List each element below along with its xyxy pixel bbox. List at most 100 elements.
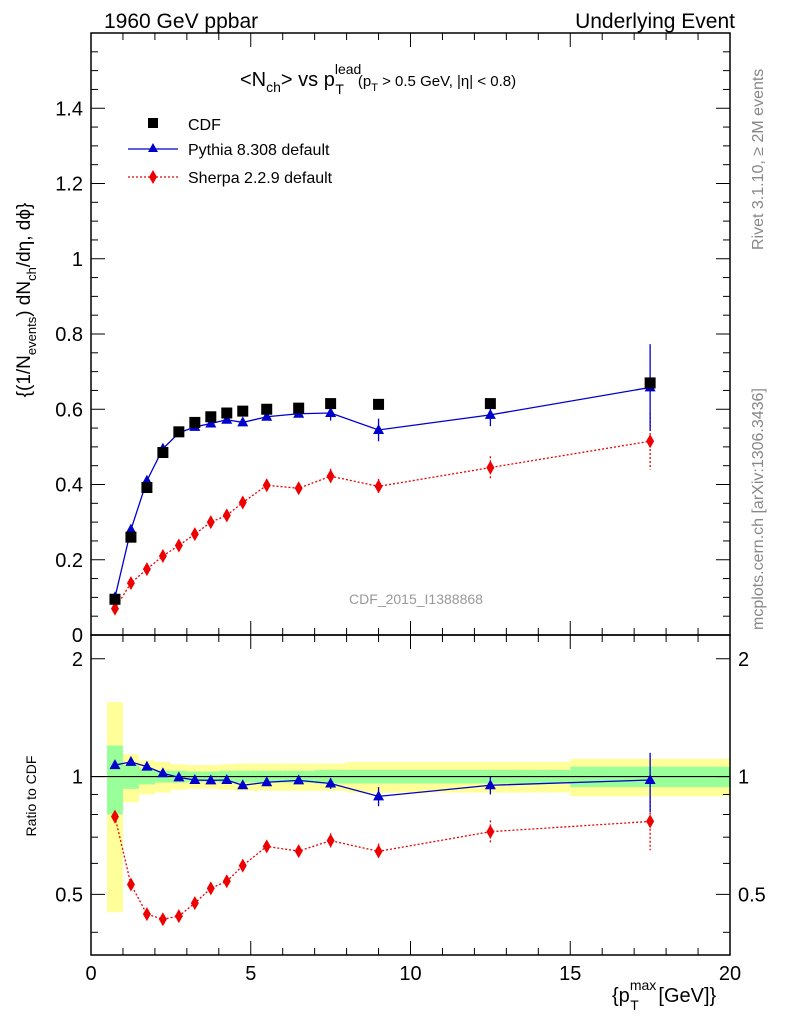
y-tick-label-bottom-right: 1 bbox=[738, 767, 749, 789]
x-tick-label: 15 bbox=[559, 963, 581, 985]
title-cut-open: (p bbox=[358, 73, 371, 90]
y-tick-label-bottom: 2 bbox=[72, 649, 83, 671]
sherpa-marker bbox=[142, 562, 151, 577]
x-tick-label: 10 bbox=[399, 963, 421, 985]
pythia-ratio-marker bbox=[293, 774, 305, 785]
sherpa-ratio-marker bbox=[486, 824, 495, 839]
pythia-ratio-marker bbox=[205, 774, 217, 785]
sherpa-marker bbox=[174, 538, 183, 553]
cdf-marker bbox=[109, 593, 121, 605]
axis-tick-labels: 0 5 10 15 20 0 0.2 0.4 0.6 0.8 1 1.2 1.4 0.5 0.5 1 1 2 2 bbox=[55, 98, 766, 985]
header-right: Underlying Event bbox=[575, 10, 735, 33]
sherpa-ratio-marker bbox=[262, 839, 271, 854]
sherpa-line bbox=[114, 440, 651, 610]
cdf-marker bbox=[125, 531, 137, 543]
sherpa-marker bbox=[222, 508, 231, 523]
pythia-marker bbox=[325, 407, 337, 418]
title-sub-t: T bbox=[335, 81, 344, 97]
pythia-marker bbox=[237, 416, 249, 427]
sherpa-marker bbox=[326, 469, 335, 484]
sherpa-ratio-marker bbox=[646, 814, 655, 829]
legend: CDF Pythia 8.308 default Sherpa 2.2.9 de… bbox=[128, 117, 333, 187]
sherpa-ratio-marker bbox=[174, 909, 183, 924]
x-tick-label: 0 bbox=[85, 963, 96, 985]
legend-cdf-marker bbox=[148, 118, 158, 128]
y-axis-label-bottom: Ratio to CDF bbox=[23, 756, 39, 837]
title-main: <N bbox=[240, 69, 266, 91]
ratio-band-inner bbox=[106, 745, 123, 815]
analysis-watermark: CDF_2015_I1388868 bbox=[349, 591, 483, 607]
cdf-marker bbox=[141, 482, 153, 494]
sherpa-marker bbox=[206, 515, 215, 530]
pythia-ratio-marker bbox=[261, 776, 273, 787]
sherpa-ratio-marker bbox=[374, 844, 383, 859]
pythia-ratio-marker bbox=[189, 773, 201, 784]
y-tick-label-top: 0 bbox=[72, 625, 83, 647]
ylabel-s2: ch bbox=[24, 267, 39, 281]
pythia-ratio-marker bbox=[644, 773, 656, 784]
y-tick-label-top: 1.4 bbox=[55, 98, 83, 120]
sherpa-marker bbox=[126, 576, 135, 591]
sherpa-marker bbox=[238, 495, 247, 510]
sherpa-ratio-marker bbox=[206, 881, 215, 896]
legend-sherpa-marker bbox=[149, 170, 157, 184]
cdf-marker bbox=[221, 407, 233, 419]
title-cut-sub: T bbox=[371, 82, 378, 94]
pythia-ratio-marker bbox=[109, 759, 121, 770]
sherpa-marker bbox=[262, 478, 271, 493]
pythia-ratio-marker bbox=[325, 777, 337, 788]
pythia-marker bbox=[484, 408, 496, 419]
y-tick-label-top: 0.2 bbox=[55, 550, 83, 572]
y-tick-label-top: 1 bbox=[72, 249, 83, 271]
pythia-ratio-marker bbox=[221, 773, 233, 784]
sherpa-ratio-marker bbox=[222, 874, 231, 889]
ratio-bands bbox=[91, 702, 730, 913]
sherpa-ratio-marker bbox=[110, 809, 119, 824]
cdf-marker bbox=[484, 398, 496, 410]
sherpa-marker bbox=[190, 527, 199, 542]
pythia-ratio-marker bbox=[157, 767, 169, 778]
ylabel-p2: ) dN bbox=[14, 281, 35, 317]
rivet-label: Rivet 3.1.10, ≥ 2M events bbox=[750, 69, 767, 250]
title-sup-lead: lead bbox=[335, 61, 361, 77]
pythia-ratio-marker bbox=[237, 779, 249, 790]
legend-cdf-label: CDF bbox=[188, 117, 221, 134]
pythia-marker bbox=[205, 417, 217, 428]
ylabel-p1: {(1/N bbox=[14, 355, 35, 397]
cdf-marker bbox=[173, 426, 185, 438]
ylabel-s1: events bbox=[24, 316, 39, 355]
pythia-marker bbox=[221, 413, 233, 424]
x-tick-label: 5 bbox=[245, 963, 256, 985]
sherpa-ratio-marker bbox=[126, 877, 135, 892]
cdf-marker bbox=[189, 416, 201, 428]
pythia-ratio-marker bbox=[141, 760, 153, 771]
axis-ticks bbox=[90, 32, 731, 955]
sherpa-ratio-marker bbox=[238, 858, 247, 873]
x-tick-label: 20 bbox=[719, 963, 741, 985]
y-tick-label-top: 0.6 bbox=[55, 399, 83, 421]
cdf-marker bbox=[293, 402, 305, 414]
plot-title: <Nch> vs plead T (pT > 0.5 GeV, |η| < 0.8) bbox=[240, 61, 516, 97]
ylabel-p3: /dη, dϕ} bbox=[14, 203, 35, 268]
cdf-marker bbox=[373, 398, 385, 410]
sherpa-ratio-marker bbox=[294, 844, 303, 859]
cdf-marker bbox=[237, 405, 249, 417]
cdf-marker bbox=[644, 377, 656, 389]
legend-sherpa-label: Sherpa 2.2.9 default bbox=[188, 170, 333, 187]
y-tick-label-bottom: 1 bbox=[72, 767, 83, 789]
sherpa-ratio-marker bbox=[326, 833, 335, 848]
legend-pythia-label: Pythia 8.308 default bbox=[188, 142, 330, 159]
y-axis-label-top: {(1/Nevents) dNch/dη, dϕ} bbox=[14, 203, 39, 398]
cdf-marker bbox=[157, 447, 169, 459]
legend-pythia-marker bbox=[148, 143, 158, 152]
ratio-panel-data bbox=[109, 752, 656, 927]
sherpa-marker bbox=[374, 479, 383, 494]
x-axis-label: {pmax T [GeV]} bbox=[612, 977, 717, 1013]
xlabel-sup: max bbox=[630, 977, 656, 993]
y-tick-label-top: 0.4 bbox=[55, 475, 83, 497]
title-vs: > vs p bbox=[281, 69, 335, 91]
pythia-ratio-marker bbox=[125, 755, 137, 766]
sherpa-marker bbox=[294, 481, 303, 496]
y-tick-label-bottom-right: 0.5 bbox=[738, 884, 766, 906]
